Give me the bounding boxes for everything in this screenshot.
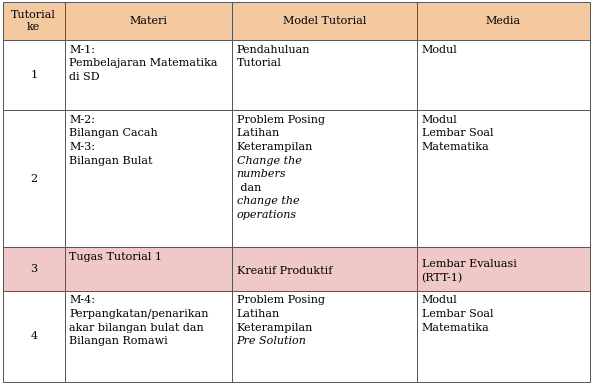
Text: M-3:: M-3: bbox=[69, 142, 95, 152]
Text: 4: 4 bbox=[30, 331, 37, 341]
Bar bbox=[417, 40, 590, 110]
Text: 3: 3 bbox=[30, 264, 37, 274]
Text: Problem Posing: Problem Posing bbox=[237, 295, 324, 305]
Text: di SD: di SD bbox=[69, 72, 100, 82]
Text: Modul: Modul bbox=[422, 115, 457, 125]
Text: Tugas Tutorial 1: Tugas Tutorial 1 bbox=[69, 252, 162, 262]
Bar bbox=[3, 247, 65, 291]
Text: Model Tutorial: Model Tutorial bbox=[283, 16, 366, 26]
Bar bbox=[232, 247, 417, 291]
Bar bbox=[417, 291, 590, 382]
Text: Bilangan Cacah: Bilangan Cacah bbox=[69, 128, 158, 138]
Text: Matematika: Matematika bbox=[422, 323, 489, 333]
Text: Pendahuluan: Pendahuluan bbox=[237, 45, 310, 55]
Bar bbox=[232, 40, 417, 110]
Text: Pembelajaran Matematika: Pembelajaran Matematika bbox=[69, 58, 218, 68]
Bar bbox=[65, 247, 232, 291]
Text: Perpangkatan/penarikan: Perpangkatan/penarikan bbox=[69, 309, 209, 319]
Text: Keterampilan: Keterampilan bbox=[237, 142, 313, 152]
Bar bbox=[417, 110, 590, 247]
Bar bbox=[3, 110, 65, 247]
Text: Modul: Modul bbox=[422, 295, 457, 305]
Bar bbox=[232, 291, 417, 382]
Bar bbox=[417, 247, 590, 291]
Text: Bilangan Romawi: Bilangan Romawi bbox=[69, 336, 168, 346]
Text: dan: dan bbox=[237, 183, 261, 193]
Text: numbers: numbers bbox=[237, 169, 286, 179]
Text: 1: 1 bbox=[30, 70, 37, 80]
Text: 2: 2 bbox=[30, 174, 37, 184]
Bar bbox=[232, 110, 417, 247]
Text: M-4:: M-4: bbox=[69, 295, 95, 305]
Text: Materi: Materi bbox=[129, 16, 167, 26]
Bar bbox=[3, 2, 65, 40]
Text: M-1:: M-1: bbox=[69, 45, 95, 55]
Text: operations: operations bbox=[237, 210, 296, 220]
Text: Keterampilan: Keterampilan bbox=[237, 323, 313, 333]
Text: Problem Posing: Problem Posing bbox=[237, 115, 324, 125]
Bar bbox=[3, 40, 65, 110]
Text: change the: change the bbox=[237, 196, 299, 206]
Bar bbox=[417, 2, 590, 40]
Bar bbox=[232, 2, 417, 40]
Text: Modul: Modul bbox=[422, 45, 457, 55]
Text: M-2:: M-2: bbox=[69, 115, 95, 125]
Text: Lembar Soal: Lembar Soal bbox=[422, 309, 493, 319]
Text: Latihan: Latihan bbox=[237, 128, 280, 138]
Text: Lembar Evaluasi: Lembar Evaluasi bbox=[422, 260, 517, 270]
Bar bbox=[65, 40, 232, 110]
Text: Bilangan Bulat: Bilangan Bulat bbox=[69, 156, 153, 166]
Text: Matematika: Matematika bbox=[422, 142, 489, 152]
Bar bbox=[65, 2, 232, 40]
Text: akar bilangan bulat dan: akar bilangan bulat dan bbox=[69, 323, 204, 333]
Text: (RTT-1): (RTT-1) bbox=[422, 273, 463, 283]
Text: Latihan: Latihan bbox=[237, 309, 280, 319]
Text: Kreatif Produktif: Kreatif Produktif bbox=[237, 266, 332, 276]
Bar bbox=[65, 291, 232, 382]
Text: Media: Media bbox=[486, 16, 521, 26]
Bar bbox=[65, 110, 232, 247]
Text: Tutorial
ke: Tutorial ke bbox=[11, 10, 56, 32]
Bar bbox=[3, 291, 65, 382]
Text: Tutorial: Tutorial bbox=[237, 58, 282, 68]
Text: Change the: Change the bbox=[237, 156, 302, 166]
Text: Pre Solution: Pre Solution bbox=[237, 336, 307, 346]
Text: Lembar Soal: Lembar Soal bbox=[422, 128, 493, 138]
